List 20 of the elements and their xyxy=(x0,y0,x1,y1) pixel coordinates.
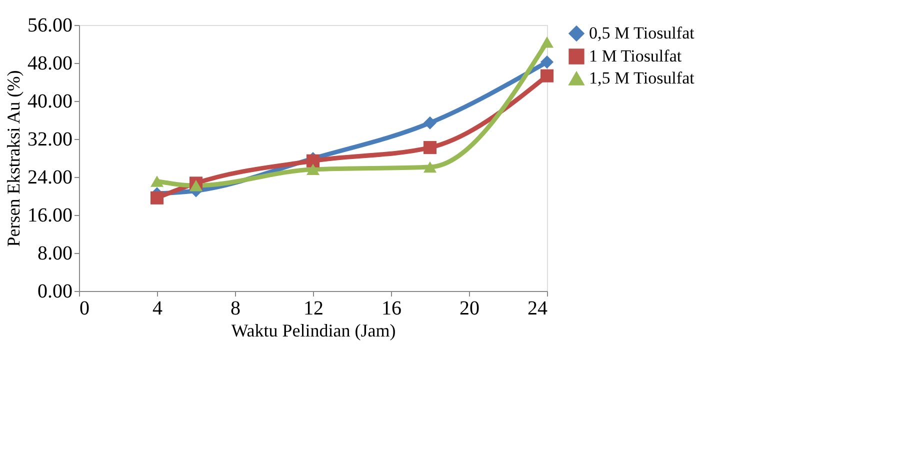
y-tick-label: 56.00 xyxy=(28,14,72,36)
x-tick-label: 20 xyxy=(460,298,480,320)
x-tick-label: 8 xyxy=(230,298,240,320)
y-tick-label: 40.00 xyxy=(28,90,72,112)
x-axis-title: Waktu Pelindian (Jam) xyxy=(231,320,396,340)
y-axis-title: Persen Ekstraksi Au (%) xyxy=(4,70,24,247)
x-tick-label: 16 xyxy=(382,298,402,320)
legend-label: 0,5 M Tiosulfat xyxy=(589,24,695,42)
x-tick-label: 0 xyxy=(80,298,90,320)
y-tick-label: 32.00 xyxy=(28,128,72,150)
y-tick-label: 16.00 xyxy=(28,204,72,226)
legend-label: 1,5 M Tiosulfat xyxy=(589,68,695,88)
x-tick-label: 12 xyxy=(304,298,324,320)
y-tick-label: 8.00 xyxy=(38,242,72,264)
y-tick-label: 0.00 xyxy=(38,280,72,302)
y-tick-label: 48.00 xyxy=(28,52,72,74)
x-tick-label: 4 xyxy=(152,298,162,320)
y-tick-label: 24.00 xyxy=(28,166,72,188)
legend-label: 1 M Tiosulfat xyxy=(589,46,682,66)
x-tick-label: 24 xyxy=(528,298,548,320)
